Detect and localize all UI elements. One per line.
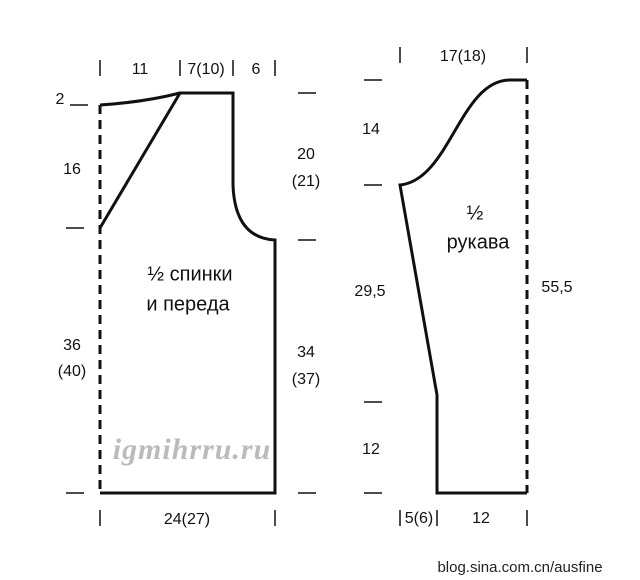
piece-title: ½ спинки <box>147 263 232 285</box>
dimension: 12 <box>472 510 490 527</box>
piece-title: ½ <box>467 202 484 224</box>
dimension: 29,5 <box>354 283 385 300</box>
piece-title: рукава <box>447 231 511 253</box>
dimension: 2 <box>56 91 65 108</box>
footer: blog.sina.com.cn/ausfine <box>437 559 602 576</box>
dimension: 17(18) <box>440 48 486 65</box>
dimension: 16 <box>63 161 81 178</box>
dimension: 20 <box>297 146 315 163</box>
dimension: (37) <box>292 371 320 388</box>
piece-title: и переда <box>146 293 230 315</box>
dimension: 11 <box>132 61 149 78</box>
dimension: 7(10) <box>187 61 224 78</box>
dimension: 24(27) <box>164 511 210 528</box>
dimension: (40) <box>58 363 86 380</box>
dimension: (21) <box>292 173 320 190</box>
dimension: 14 <box>362 121 380 138</box>
dimension: 6 <box>252 61 261 78</box>
sleeve-shape <box>364 47 529 526</box>
dimension: 5(6) <box>405 510 433 527</box>
dimension: 36 <box>63 337 81 354</box>
watermark: igmihrru.ru <box>113 433 272 466</box>
body-shape <box>66 60 316 526</box>
dimension: 55,5 <box>541 279 572 296</box>
dimension: 34 <box>297 344 315 361</box>
dimension: 12 <box>362 441 380 458</box>
